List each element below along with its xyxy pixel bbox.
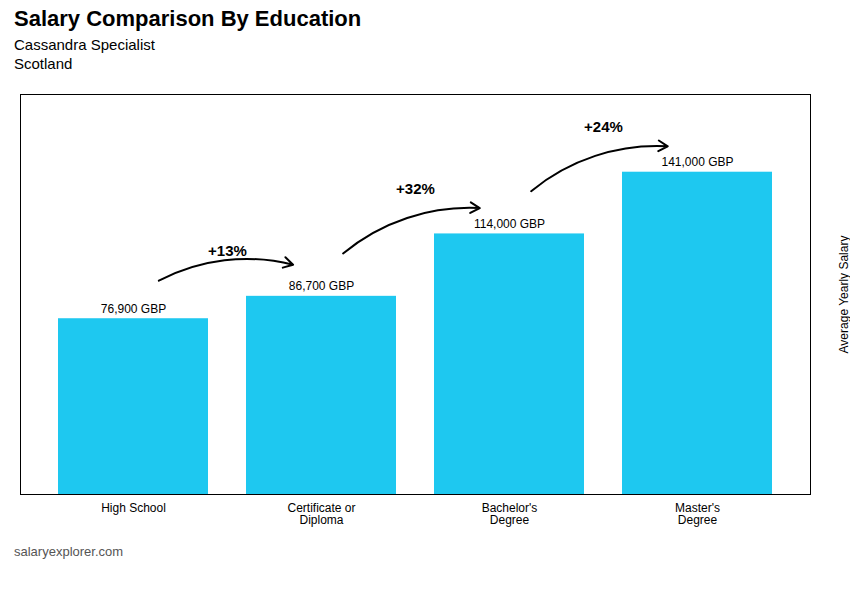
html-text:salaryexplorer.com: salaryexplorer.com <box>14 544 124 559</box>
html-text:Cassandra Specialist: Cassandra Specialist <box>14 36 155 53</box>
html-text:Scotland: Scotland <box>14 55 73 72</box>
svg-text:86,700 GBP: 86,700 GBP <box>289 279 354 293</box>
svg-text:141,000 GBP: 141,000 GBP <box>661 155 733 169</box>
svg-text:+13%: +13% <box>208 242 247 259</box>
svg-text:114,000 GBP: 114,000 GBP <box>474 217 545 231</box>
svg-text:76,900 GBP: 76,900 GBP <box>101 302 166 316</box>
html-text:Salary Comparison By Education: Salary Comparison By Education <box>14 6 362 31</box>
svg-text:High School: High School <box>101 501 166 515</box>
svg-text:+32%: +32% <box>396 180 435 197</box>
svg-text:Certificate orDiploma: Certificate orDiploma <box>287 501 355 527</box>
svg-text:+24%: +24% <box>584 118 623 135</box>
svg-text:Bachelor'sDegree: Bachelor'sDegree <box>482 501 538 527</box>
svg-text:Master'sDegree: Master'sDegree <box>675 501 720 527</box>
svg-text:Average Yearly Salary: Average Yearly Salary <box>837 236 850 354</box>
